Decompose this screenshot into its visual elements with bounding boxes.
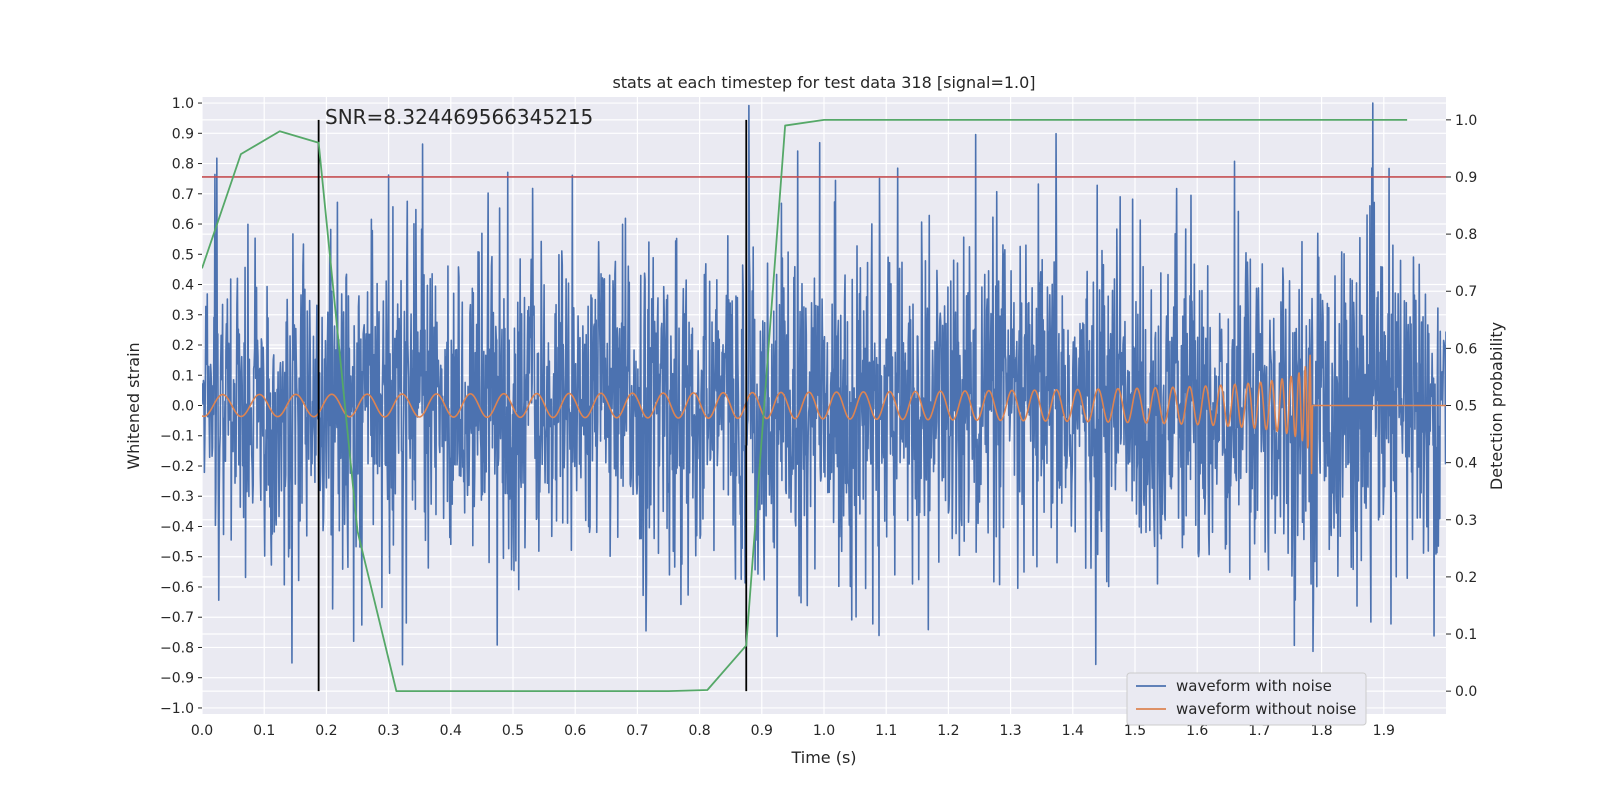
y-left-tick-label: 0.3 xyxy=(172,308,194,324)
legend: waveform with noise waveform without noi… xyxy=(1126,672,1367,726)
x-tick-label: 0.8 xyxy=(688,723,710,739)
legend-label-waveform-with-noise: waveform with noise xyxy=(1176,677,1332,695)
y-right-tick-label: 0.2 xyxy=(1455,570,1477,586)
y-right-tick-label: 0.0 xyxy=(1455,684,1477,700)
x-tick-label: 0.1 xyxy=(253,723,275,739)
y-left-tick-label: −0.6 xyxy=(160,580,194,596)
y-left-tick-label: 0.4 xyxy=(172,278,194,294)
y-left-tick-label: −0.9 xyxy=(160,671,194,687)
series-waveform-without-noise xyxy=(202,354,1446,475)
y-left-tick-label: 1.0 xyxy=(172,96,194,112)
left-axis-ticks: 1.0 0.9 0.8 0.7 0.6 0.5 0.4 0.3 0.2 0.1 0.0 −0.1 −0.… xyxy=(160,96,202,717)
y-left-tick-label: 0.6 xyxy=(172,217,194,233)
y-left-tick-label: −0.5 xyxy=(160,550,194,566)
y-left-tick-label: −0.2 xyxy=(160,459,194,475)
y-left-tick-label: −0.4 xyxy=(160,519,194,535)
x-tick-label: 1.7 xyxy=(1248,723,1270,739)
y-left-tick-label: −1.0 xyxy=(160,701,194,717)
x-tick-label: 0.5 xyxy=(502,723,524,739)
x-tick-label: 1.0 xyxy=(813,723,835,739)
y-right-tick-label: 0.7 xyxy=(1455,284,1477,300)
y-axis-label-left: Whitened strain xyxy=(124,342,143,469)
x-tick-label: 0.9 xyxy=(751,723,773,739)
x-tick-label: 0.4 xyxy=(440,723,462,739)
y-left-tick-label: −0.8 xyxy=(160,640,194,656)
vertical-markers xyxy=(317,119,748,692)
y-left-tick-label: −0.1 xyxy=(160,429,194,445)
y-left-tick-label: 0.9 xyxy=(172,126,194,142)
y-axis-label-right: Detection probability xyxy=(1487,322,1506,490)
y-left-tick-label: 0.1 xyxy=(172,368,194,384)
x-tick-label: 1.9 xyxy=(1373,723,1395,739)
chart-title: stats at each timestep for test data 318… xyxy=(612,73,1035,92)
y-right-tick-label: 0.5 xyxy=(1455,399,1477,415)
y-left-tick-label: 0.7 xyxy=(172,187,194,203)
x-tick-label: 1.4 xyxy=(1062,723,1084,739)
y-right-tick-label: 0.8 xyxy=(1455,227,1477,243)
x-tick-label: 1.3 xyxy=(999,723,1021,739)
right-axis-ticks: 1.0 0.9 0.8 0.7 0.6 0.5 0.4 0.3 0.2 0.1 0.0 xyxy=(1446,113,1477,700)
x-tick-label: 0.2 xyxy=(315,723,337,739)
y-left-tick-label: 0.8 xyxy=(172,157,194,173)
plot-marks xyxy=(202,102,1446,693)
series-detection-probability xyxy=(202,118,1408,693)
x-tick-label: 1.5 xyxy=(1124,723,1146,739)
legend-label-waveform-without-noise: waveform without noise xyxy=(1176,700,1356,718)
y-right-tick-label: 0.4 xyxy=(1455,456,1477,472)
y-right-tick-label: 0.9 xyxy=(1455,170,1477,186)
x-tick-label: 0.6 xyxy=(564,723,586,739)
x-tick-label: 0.0 xyxy=(191,723,213,739)
x-tick-label: 0.7 xyxy=(626,723,648,739)
y-left-tick-label: −0.7 xyxy=(160,610,194,626)
x-tick-label: 1.2 xyxy=(937,723,959,739)
y-right-tick-label: 1.0 xyxy=(1455,113,1477,129)
y-left-tick-label: 0.0 xyxy=(172,399,194,415)
x-axis-ticks: 0.0 0.1 0.2 0.3 0.4 0.5 0.6 0.7 0.8 0.9 1.0 1.1 1.2 1… xyxy=(191,723,1395,739)
x-tick-label: 0.3 xyxy=(377,723,399,739)
y-left-tick-label: −0.3 xyxy=(160,489,194,505)
y-right-tick-label: 0.6 xyxy=(1455,341,1477,357)
x-tick-label: 1.1 xyxy=(875,723,897,739)
x-tick-label: 1.8 xyxy=(1310,723,1332,739)
y-right-tick-label: 0.3 xyxy=(1455,513,1477,529)
x-axis-label: Time (s) xyxy=(790,748,856,767)
x-tick-label: 1.6 xyxy=(1186,723,1208,739)
y-left-tick-label: 0.2 xyxy=(172,338,194,354)
y-left-tick-label: 0.5 xyxy=(172,247,194,263)
legend-box xyxy=(1126,672,1367,726)
snr-annotation: SNR=8.324469566345215 xyxy=(325,105,593,129)
y-right-tick-label: 0.1 xyxy=(1455,627,1477,643)
